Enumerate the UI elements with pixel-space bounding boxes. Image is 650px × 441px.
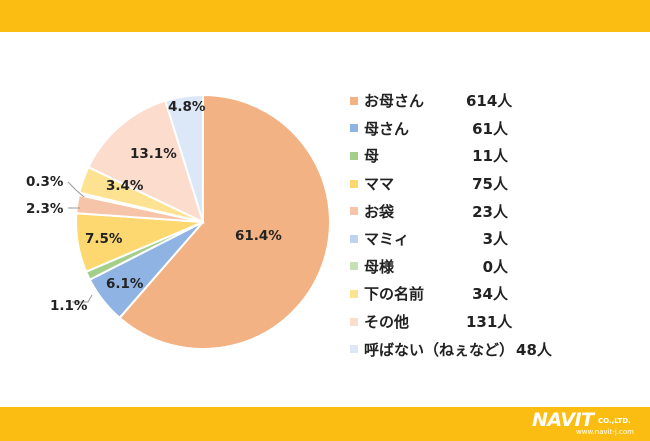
legend-count: 61人 (472, 119, 508, 138)
legend-swatch (350, 124, 358, 133)
legend-item: 母様 0人 (350, 253, 645, 281)
leader-line (67, 181, 85, 198)
pie-labels: 61.4% 6.1% 1.1% 7.5% 2.3% 0.3% 3.4% 13.1% 4.8% (26, 99, 282, 314)
legend-swatch (350, 345, 358, 354)
legend-count: 3人 (482, 230, 508, 249)
legend-count: 75人 (472, 175, 508, 194)
logo-name: NAVIT (532, 409, 594, 431)
legend-swatch (350, 96, 358, 105)
legend-count: 34人 (472, 285, 508, 304)
legend-item: ママ 75人 (350, 170, 645, 198)
legend-item: 母さん 61人 (350, 115, 645, 143)
legend-item: その他 131人 (350, 308, 645, 336)
pie-percent-label: 4.8% (168, 99, 206, 115)
legend-count: 48人 (516, 340, 552, 359)
pie-percent-label: 3.4% (106, 178, 144, 194)
legend-count: 23人 (472, 202, 508, 221)
pie-percent-label: 7.5% (85, 231, 123, 247)
legend-label: その他 (364, 313, 410, 332)
legend-label: お母さん (364, 92, 425, 111)
legend-swatch (350, 234, 358, 243)
legend-item: マミィ 3人 (350, 225, 645, 253)
legend-swatch (350, 289, 358, 298)
pie-percent-label: 13.1% (130, 146, 177, 162)
legend-item: お母さん 614人 (350, 87, 645, 115)
logo-suffix: CO.,LTD. (598, 417, 631, 425)
top-banner (0, 0, 650, 32)
legend-label: ママ (364, 175, 395, 194)
logo-url: www.navit-j.com (576, 428, 634, 436)
legend-swatch (350, 207, 358, 216)
legend-label: 母様 (364, 257, 395, 276)
legend-label: マミィ (364, 230, 410, 249)
legend-swatch (350, 151, 358, 160)
pie-percent-label: 0.3% (26, 174, 64, 190)
pie-slices (75, 93, 331, 350)
legend-count: 0人 (482, 257, 508, 276)
legend-label: 下の名前 (364, 285, 425, 304)
pie-percent-label: 6.1% (106, 276, 144, 292)
legend-count: 131人 (466, 313, 513, 332)
legend-label: 母さん (364, 119, 410, 138)
legend-swatch (350, 179, 358, 188)
legend-item: 呼ばない（ねぇなど） 48人 (350, 335, 645, 363)
legend-label: お袋 (364, 202, 395, 221)
legend-count: 614人 (466, 92, 513, 111)
legend-swatch (350, 262, 358, 271)
leader-line (72, 294, 93, 303)
legend-item: お袋 23人 (350, 197, 645, 225)
legend-label: 呼ばない（ねぇなど） (364, 340, 515, 359)
legend-item: 母 11人 (350, 142, 645, 170)
pie-chart: 61.4% 6.1% 1.1% 7.5% 2.3% 0.3% 3.4% 13.1% 4.8% (26, 93, 331, 350)
legend-label: 母 (364, 147, 380, 166)
legend-item: 下の名前 34人 (350, 280, 645, 308)
leader-lines (67, 181, 93, 303)
legend-count: 11人 (472, 147, 508, 166)
pie-percent-label: 2.3% (26, 201, 64, 217)
pie-slice (164, 93, 204, 223)
legend: お母さん 614人母さん 61人母 11人ママ 75人お袋 23人マミィ 3人母様 0人下の名… (350, 87, 645, 363)
pie-percent-label: 1.1% (50, 298, 88, 314)
navit-logo: NAVIT CO.,LTD. www.navit-j.com (532, 409, 644, 437)
bottom-banner (0, 407, 650, 441)
pie-slice (118, 93, 331, 350)
pie-percent-label: 61.4% (235, 228, 282, 244)
legend-swatch (350, 317, 358, 326)
